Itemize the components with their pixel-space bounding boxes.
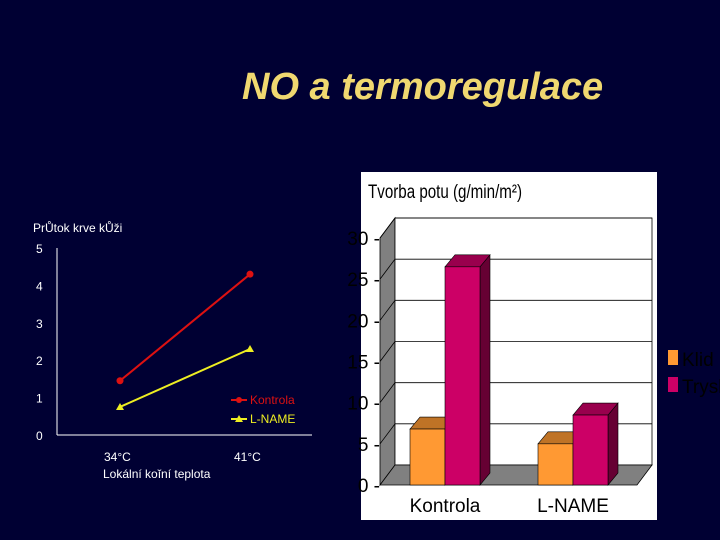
bar-y-tick-label: 10 - xyxy=(347,394,380,415)
legend-label: Kontrola xyxy=(250,393,295,407)
legend-marker xyxy=(235,415,243,422)
legend-label: Trysk xyxy=(682,377,720,398)
line-y-tick-label: 2 xyxy=(36,354,43,368)
line-x-tick-label: 41°C xyxy=(234,450,261,464)
bar-y-tick-label: 25 - xyxy=(347,270,380,291)
line-y-tick-label: 1 xyxy=(36,392,43,406)
bar-kontrola-klid xyxy=(409,428,446,486)
data-point xyxy=(116,402,124,410)
legend-swatch xyxy=(668,350,678,365)
line-y-tick-label: 0 xyxy=(36,429,43,443)
line-y-tick-label: 5 xyxy=(36,242,43,256)
gridline-side xyxy=(379,423,396,445)
data-point xyxy=(116,377,124,385)
legend-swatch xyxy=(668,377,678,392)
bar-chart-title: Tvorba potu (g/min/m²) xyxy=(368,182,522,203)
slide-title: NO a termoregulace xyxy=(242,66,604,108)
line-chart-title: PrŮtok krve kŮži xyxy=(33,220,122,235)
bar-l-name-trysk xyxy=(572,414,609,486)
legend-label: L-NAME xyxy=(250,412,295,426)
series-line-l-name xyxy=(119,348,251,408)
line-y-tick-label: 4 xyxy=(36,279,43,293)
gridline-side xyxy=(379,382,396,403)
legend-label: Klid xyxy=(682,350,714,371)
bar-side xyxy=(607,402,619,486)
bar-y-tick-label: 0 - xyxy=(358,476,380,497)
gridline-side xyxy=(379,258,396,280)
legend-marker xyxy=(236,397,242,403)
data-point xyxy=(246,344,254,352)
bar-l-name-klid xyxy=(537,443,574,486)
line-x-axis-label: Lokální koĭní teplota xyxy=(103,467,211,481)
series-line-kontrola xyxy=(119,273,251,382)
bar-kontrola-trysk xyxy=(444,266,481,486)
line-y-tick-label: 3 xyxy=(36,317,43,331)
bar-x-tick-label: Kontrola xyxy=(410,496,481,517)
bar-y-tick-label: 30 - xyxy=(347,229,380,250)
data-point xyxy=(246,270,254,278)
gridline-side xyxy=(379,341,396,362)
bar-y-tick-label: 15 - xyxy=(347,353,380,374)
gridline-side xyxy=(379,300,396,321)
bar-y-tick-label: 20 - xyxy=(347,311,380,332)
bar-side xyxy=(479,253,491,486)
line-x-tick-label: 34°C xyxy=(104,450,131,464)
bar-y-tick-label: 5 - xyxy=(358,435,380,456)
bar-x-tick-label: L-NAME xyxy=(537,496,609,517)
gridline-side xyxy=(379,217,396,239)
